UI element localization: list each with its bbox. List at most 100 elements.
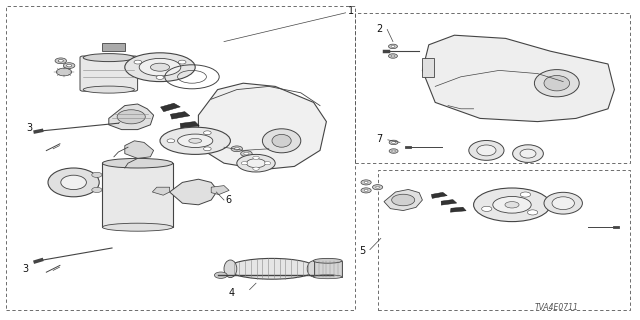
Ellipse shape	[140, 59, 181, 76]
Circle shape	[364, 181, 368, 183]
Ellipse shape	[314, 275, 342, 279]
Polygon shape	[152, 187, 170, 195]
Polygon shape	[109, 104, 154, 130]
Ellipse shape	[262, 129, 301, 153]
Text: 5: 5	[359, 246, 365, 256]
Text: 7: 7	[376, 134, 383, 144]
Ellipse shape	[237, 155, 275, 172]
Ellipse shape	[493, 196, 531, 213]
Text: 6: 6	[225, 195, 232, 205]
Circle shape	[56, 68, 72, 76]
Ellipse shape	[505, 202, 519, 208]
Ellipse shape	[513, 145, 543, 163]
Ellipse shape	[246, 159, 266, 168]
Ellipse shape	[224, 260, 237, 278]
Circle shape	[67, 64, 72, 67]
Circle shape	[388, 54, 397, 58]
Polygon shape	[431, 192, 447, 198]
Bar	[422, 58, 434, 77]
Circle shape	[117, 110, 145, 124]
Ellipse shape	[520, 149, 536, 158]
Text: 3: 3	[22, 264, 29, 274]
Polygon shape	[161, 103, 180, 112]
Text: 4: 4	[228, 288, 235, 298]
Bar	[102, 43, 125, 51]
Circle shape	[392, 194, 415, 206]
Circle shape	[214, 272, 227, 278]
Circle shape	[527, 210, 538, 215]
Ellipse shape	[307, 261, 320, 277]
Polygon shape	[170, 112, 190, 119]
Circle shape	[392, 150, 396, 152]
Ellipse shape	[474, 188, 550, 222]
Ellipse shape	[61, 175, 86, 189]
Circle shape	[63, 63, 75, 68]
Ellipse shape	[189, 138, 202, 143]
Circle shape	[361, 188, 371, 193]
Circle shape	[55, 58, 67, 64]
Circle shape	[241, 151, 252, 156]
Ellipse shape	[150, 63, 170, 71]
FancyBboxPatch shape	[80, 56, 138, 91]
Polygon shape	[422, 35, 614, 122]
Text: 3: 3	[26, 123, 33, 133]
Ellipse shape	[272, 134, 291, 147]
Circle shape	[391, 55, 395, 57]
Circle shape	[364, 189, 368, 191]
Circle shape	[264, 162, 271, 165]
Circle shape	[92, 172, 102, 177]
Circle shape	[234, 148, 239, 150]
Circle shape	[156, 76, 164, 79]
Circle shape	[372, 185, 383, 190]
Bar	[102, 163, 173, 227]
Ellipse shape	[125, 53, 195, 82]
Circle shape	[391, 45, 395, 47]
Circle shape	[389, 149, 398, 153]
Circle shape	[376, 186, 380, 188]
Ellipse shape	[48, 168, 99, 197]
Polygon shape	[384, 189, 422, 211]
Circle shape	[482, 206, 492, 212]
Circle shape	[253, 167, 259, 170]
Circle shape	[520, 192, 531, 197]
Circle shape	[361, 180, 371, 185]
Ellipse shape	[544, 76, 570, 91]
Ellipse shape	[178, 134, 212, 148]
Polygon shape	[441, 200, 457, 205]
Ellipse shape	[552, 197, 575, 210]
Ellipse shape	[83, 86, 134, 93]
Ellipse shape	[477, 145, 496, 156]
Text: 2: 2	[376, 24, 383, 34]
Circle shape	[388, 44, 397, 49]
Circle shape	[231, 146, 243, 152]
Text: 1: 1	[348, 6, 355, 16]
Ellipse shape	[160, 127, 230, 155]
Circle shape	[179, 60, 186, 64]
Ellipse shape	[102, 158, 173, 168]
Circle shape	[134, 60, 141, 64]
Ellipse shape	[534, 70, 579, 97]
Polygon shape	[451, 207, 466, 212]
Text: TVA4E0711: TVA4E0711	[535, 303, 579, 312]
Circle shape	[92, 188, 102, 193]
Ellipse shape	[227, 259, 317, 279]
Ellipse shape	[314, 259, 342, 263]
Circle shape	[241, 162, 248, 165]
Polygon shape	[170, 179, 218, 205]
Bar	[314, 261, 342, 277]
Circle shape	[244, 152, 249, 155]
Circle shape	[167, 139, 175, 143]
Circle shape	[204, 147, 211, 151]
Circle shape	[58, 60, 63, 62]
Polygon shape	[211, 186, 229, 195]
Circle shape	[389, 140, 398, 145]
Polygon shape	[125, 141, 154, 158]
Ellipse shape	[102, 223, 173, 231]
Circle shape	[392, 141, 396, 143]
Circle shape	[204, 131, 211, 135]
Polygon shape	[198, 83, 326, 170]
Ellipse shape	[544, 192, 582, 214]
Ellipse shape	[83, 54, 134, 62]
Ellipse shape	[468, 140, 504, 160]
Polygon shape	[180, 122, 199, 128]
